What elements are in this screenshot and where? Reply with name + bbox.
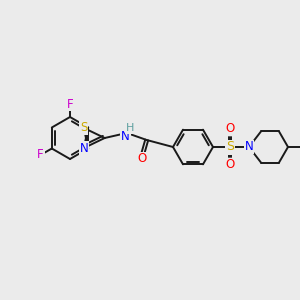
Text: H: H: [125, 123, 134, 133]
Text: O: O: [225, 122, 235, 136]
Text: F: F: [67, 98, 73, 110]
Text: F: F: [37, 148, 44, 161]
Text: S: S: [80, 122, 88, 134]
Text: N: N: [121, 130, 130, 142]
Text: S: S: [226, 140, 234, 154]
Text: N: N: [244, 140, 253, 154]
Text: N: N: [80, 142, 88, 154]
Text: O: O: [137, 152, 146, 166]
Text: O: O: [225, 158, 235, 172]
